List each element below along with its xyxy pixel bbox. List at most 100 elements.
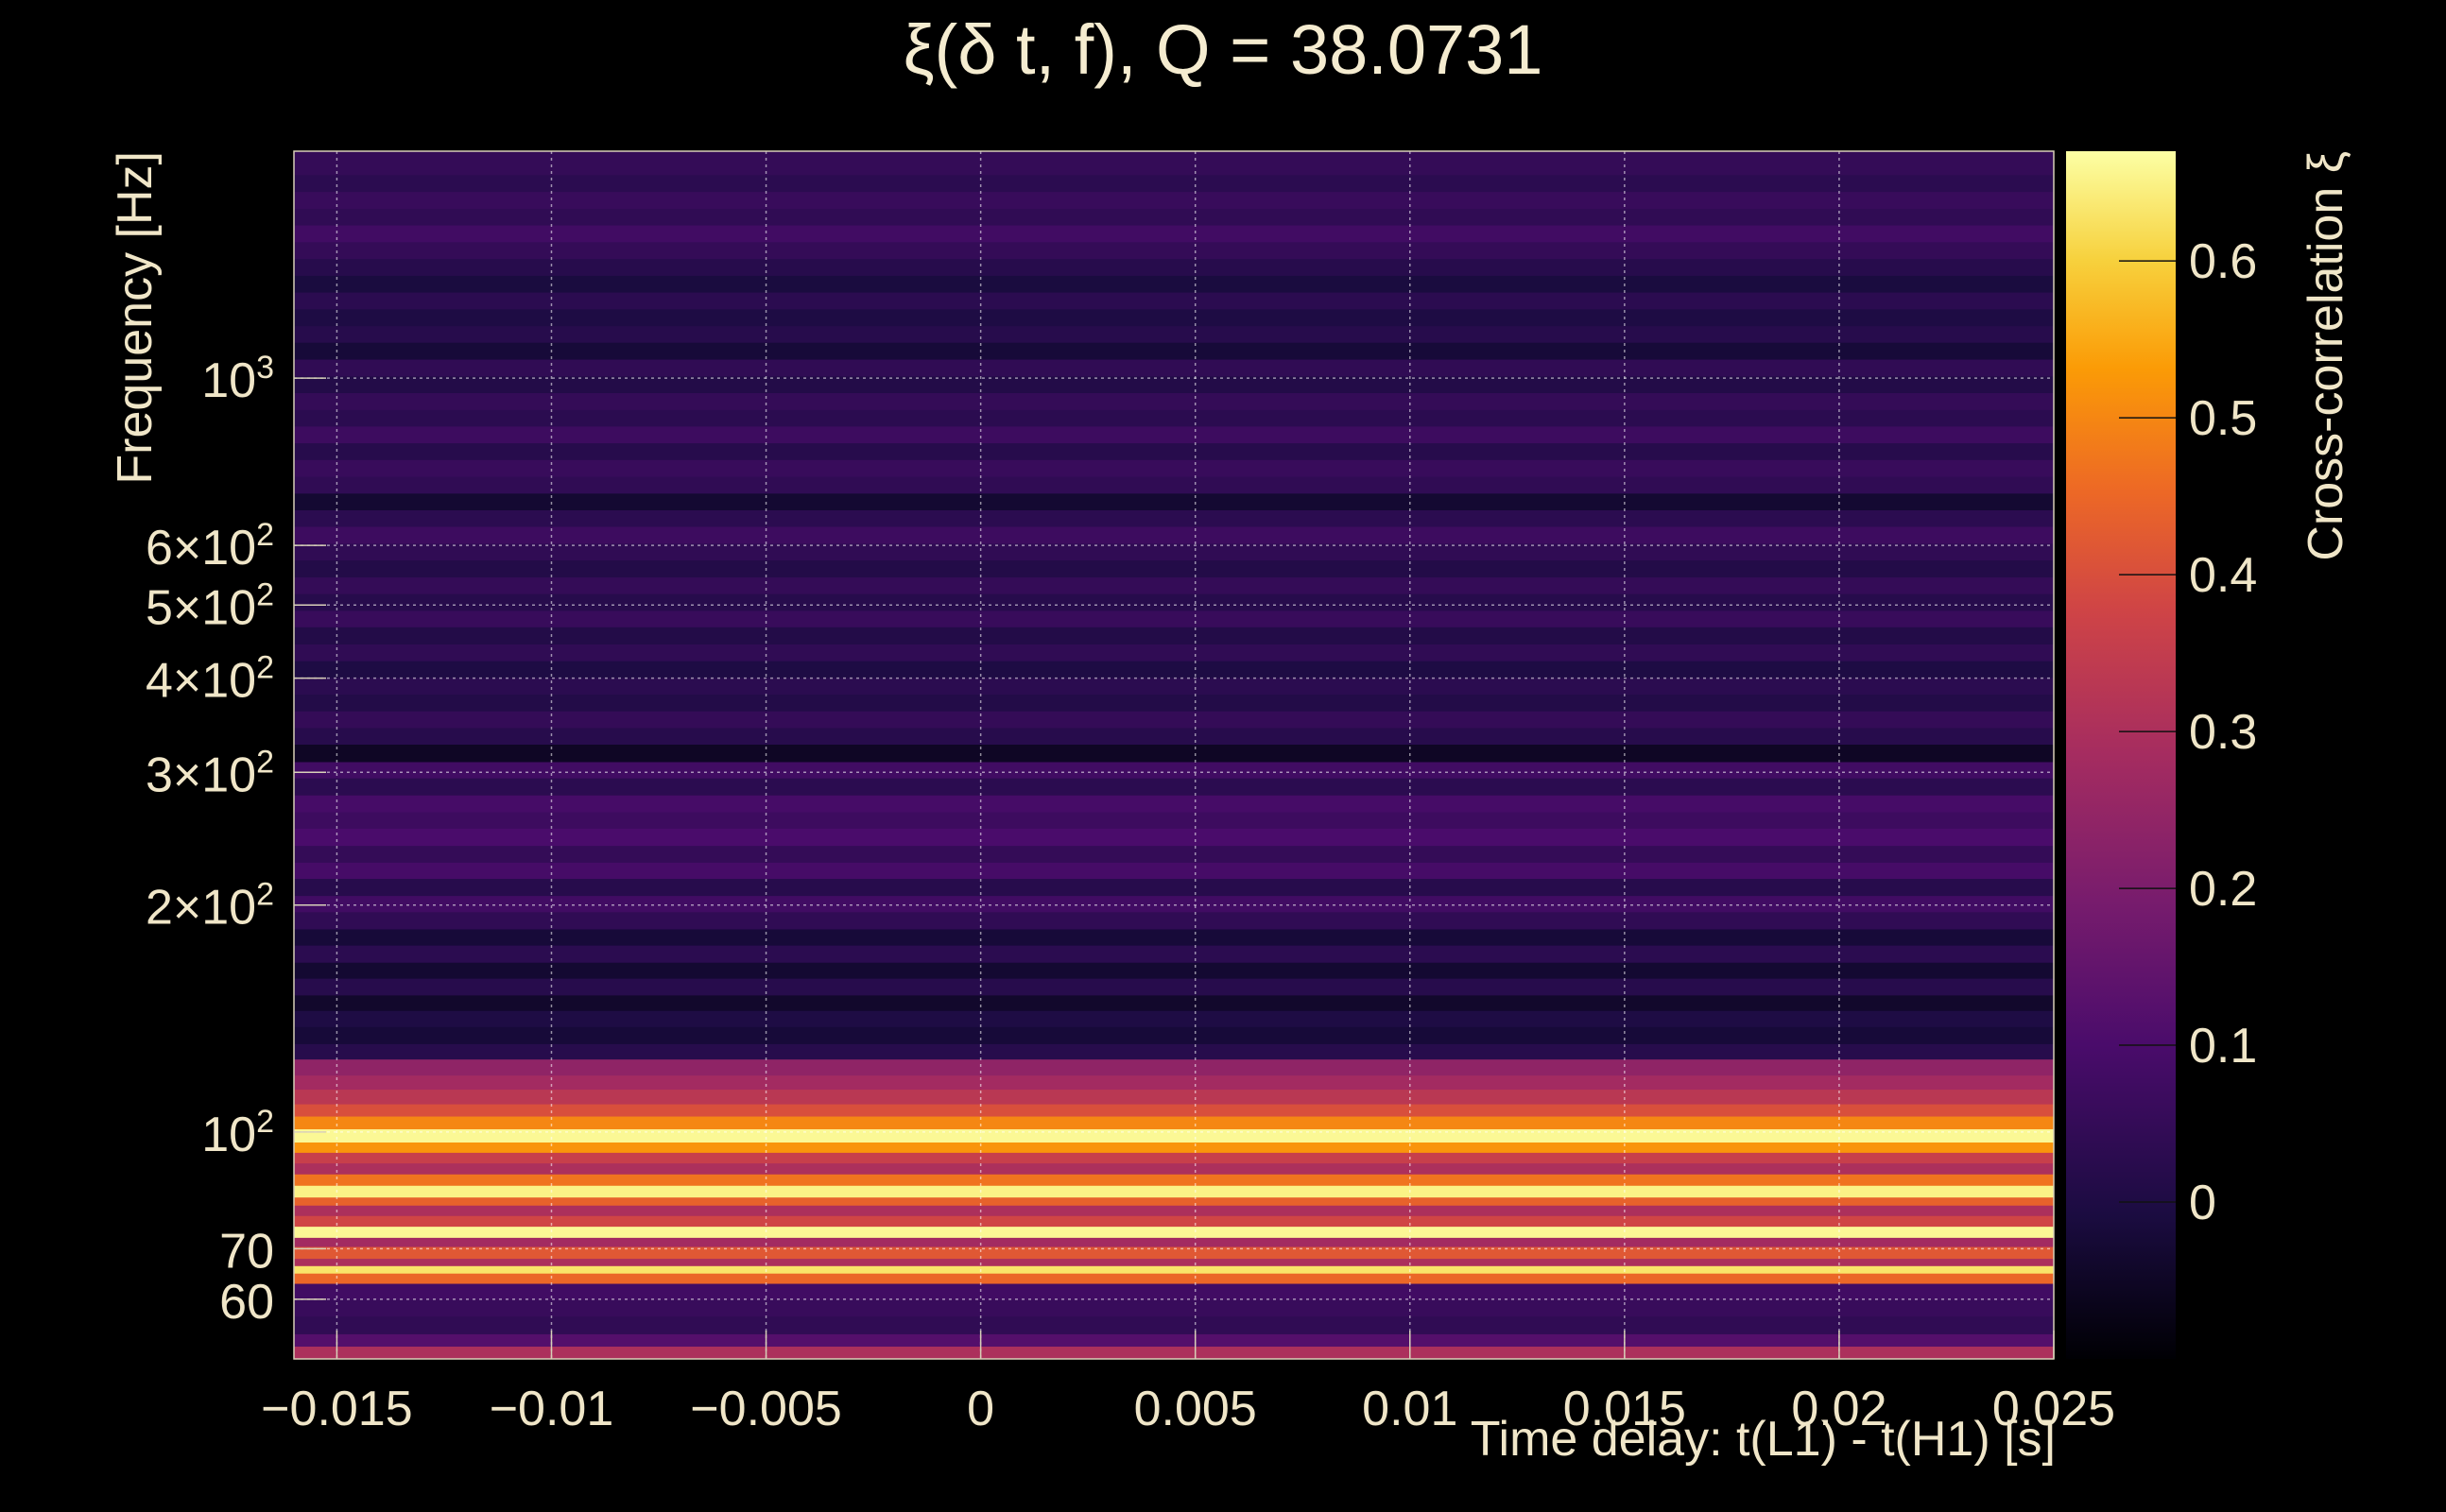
heatmap-band: [294, 475, 2054, 494]
heatmap-band: [294, 1246, 2054, 1260]
colorbar-tick-label: 0.6: [2189, 234, 2257, 289]
heatmap-band: [294, 1104, 2054, 1117]
colorbar-tick-label: 0.1: [2189, 1019, 2257, 1074]
heatmap-band: [294, 627, 2054, 645]
heatmap-band: [294, 727, 2054, 745]
heatmap-band: [294, 241, 2054, 260]
y-tick-label: 70: [219, 1224, 274, 1279]
heatmap-band: [294, 1196, 2054, 1206]
colorbar-tick-label: 0.4: [2189, 548, 2257, 603]
heatmap-band: [294, 694, 2054, 712]
heatmap-band: [294, 151, 2054, 176]
y-axis-title: Frequency [Hz]: [108, 151, 163, 485]
heatmap-band: [294, 492, 2054, 511]
heatmap-band: [294, 1026, 2054, 1044]
heatmap-band: [294, 1298, 2054, 1317]
plot-frame: [293, 150, 2055, 1360]
y-tick-label: 2×102: [146, 877, 274, 936]
heatmap-band: [294, 1346, 2054, 1360]
heatmap-band: [294, 1258, 2054, 1266]
heatmap-band: [294, 509, 2054, 527]
colorbar-tick-label: 0.3: [2189, 705, 2257, 760]
y-tick-label: 103: [201, 350, 274, 408]
heatmap-band: [294, 1074, 2054, 1091]
heatmap-band: [294, 1142, 2054, 1153]
x-tick-label: 0.005: [1134, 1382, 1257, 1436]
heatmap-band: [294, 1185, 2054, 1198]
heatmap-band: [294, 661, 2054, 679]
heatmap-band: [294, 425, 2054, 444]
x-axis: −0.015 −0.01 −0.005 0 0.005 0.01 0.015 0.02 0.02…: [261, 1331, 2115, 1436]
heatmap-band: [294, 1282, 2054, 1300]
heatmap-band: [294, 1152, 2054, 1164]
heatmap-cells: [294, 151, 2054, 1360]
colorbar-axis: 0 0.1 0.2 0.3 0.4 0.5 0.6: [2119, 234, 2257, 1230]
heatmap-band: [294, 576, 2054, 594]
heatmap-band: [294, 610, 2054, 627]
x-tick-label: 0.025: [1992, 1382, 2115, 1436]
heatmap-band: [294, 978, 2054, 996]
heatmap-band: [294, 191, 2054, 210]
heatmap-band: [294, 1128, 2054, 1143]
heatmap-band: [294, 744, 2054, 763]
heatmap-band: [294, 375, 2054, 393]
x-tick-label: 0.015: [1563, 1382, 1686, 1436]
x-tick-label: 0: [967, 1382, 994, 1436]
heatmap-band: [294, 1058, 2054, 1076]
heatmap-band: [294, 1010, 2054, 1027]
colorbar-tick-label: 0: [2189, 1176, 2216, 1230]
heatmap-band: [294, 811, 2054, 829]
heatmap-band: [294, 994, 2054, 1011]
heatmap-band: [294, 1215, 2054, 1228]
heatmap-band: [294, 1265, 2054, 1274]
heatmap-band: [294, 928, 2054, 946]
heatmap-band: [294, 224, 2054, 243]
heatmap-band: [294, 878, 2054, 897]
colorbar-tick-label: 0.5: [2189, 391, 2257, 446]
chart-title: ξ(δ t, f), Q = 38.0731: [903, 10, 1543, 89]
heatmap-band: [294, 559, 2054, 578]
heatmap-band: [294, 962, 2054, 979]
heatmap-band: [294, 945, 2054, 963]
heatmap-band: [294, 342, 2054, 360]
heatmap-band: [294, 442, 2054, 460]
heatmap-band: [294, 911, 2054, 930]
colorbar: [2066, 151, 2176, 1359]
heatmap-band: [294, 845, 2054, 863]
heatmap-band: [294, 409, 2054, 427]
heatmap-band: [294, 325, 2054, 343]
heatmap-band: [294, 711, 2054, 729]
heatmap-band: [294, 392, 2054, 410]
heatmap-band: [294, 1043, 2054, 1060]
heatmap-band: [294, 525, 2054, 544]
x-tick-label: −0.01: [490, 1382, 614, 1436]
heatmap-band: [294, 275, 2054, 293]
grid-lines: [294, 151, 2054, 1359]
y-tick-label: 4×102: [146, 650, 274, 709]
x-axis-title: Time delay: t(L1) - t(H1) [s]: [1471, 1412, 2056, 1467]
heatmap-band: [294, 828, 2054, 847]
colorbar-title: Cross-correlation ξ: [2299, 151, 2353, 561]
heatmap-band: [294, 459, 2054, 477]
heatmap-band: [294, 1315, 2054, 1334]
heatmap-band: [294, 291, 2054, 310]
x-tick-label: −0.015: [261, 1382, 413, 1436]
heatmap-band: [294, 1174, 2054, 1186]
heatmap-band: [294, 761, 2054, 779]
x-tick-label: 0.01: [1362, 1382, 1457, 1436]
heatmap-band: [294, 778, 2054, 796]
heatmap-band: [294, 358, 2054, 377]
heatmap-band: [294, 174, 2054, 193]
y-tick-label: 60: [219, 1275, 274, 1330]
y-tick-label: 102: [201, 1104, 274, 1162]
heatmap-band: [294, 862, 2054, 880]
y-tick-label: 3×102: [146, 744, 274, 802]
heatmap-band: [294, 1115, 2054, 1130]
colorbar-tick-label: 0.2: [2189, 862, 2257, 917]
heatmap-band: [294, 1237, 2054, 1247]
heatmap-band: [294, 542, 2054, 561]
heatmap-band: [294, 677, 2054, 696]
heatmap-band: [294, 308, 2054, 327]
heatmap-band: [294, 1162, 2054, 1175]
